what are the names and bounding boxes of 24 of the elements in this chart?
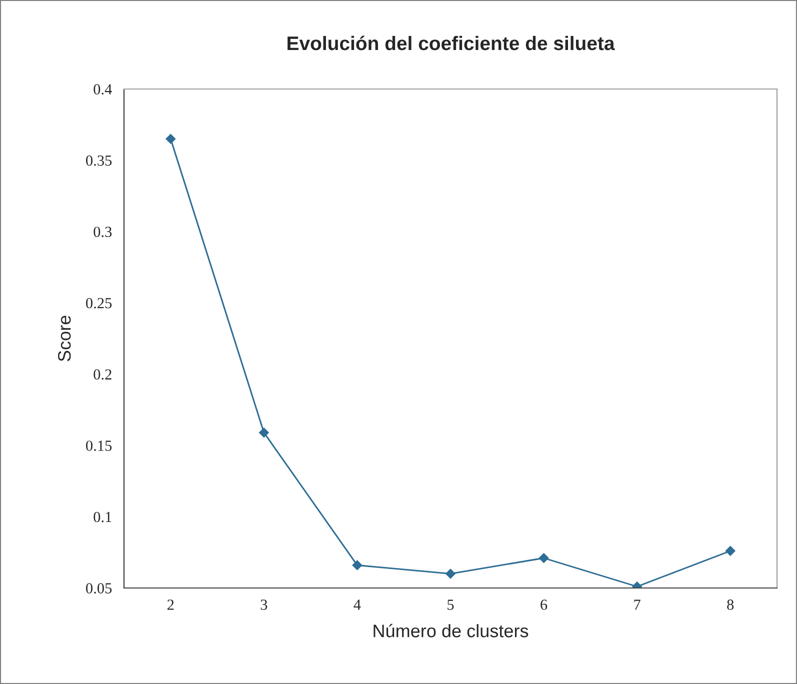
x-tick-label: 3 <box>260 600 268 610</box>
point <box>258 428 269 438</box>
y-tick-label: 0.35 <box>86 155 112 166</box>
x-tick-label: 8 <box>727 600 734 610</box>
point <box>446 568 456 579</box>
x-tick-label: 7 <box>634 600 640 610</box>
y-tick-label: 0.2 <box>94 369 112 380</box>
y-axis-title: Score <box>58 316 71 362</box>
x-tick-label: 2 <box>167 600 174 610</box>
y-tick-label: 0.4 <box>94 84 112 95</box>
point <box>166 134 176 144</box>
x-tick-label: 5 <box>448 600 454 610</box>
chart-title: Evolución del coeficiente de silueta <box>288 36 615 50</box>
y-tick-label: 0.1 <box>94 512 112 522</box>
point <box>538 553 549 563</box>
point <box>725 546 736 556</box>
x-tick-label: 6 <box>540 600 548 610</box>
x-axis-title: Número de clusters <box>374 624 528 638</box>
point <box>352 560 362 570</box>
y-tick-label: 0.25 <box>86 298 112 308</box>
y-tick-label: 0.05 <box>86 583 112 594</box>
y-tick-label: 0.15 <box>86 440 112 451</box>
y-tick-label: 0.3 <box>94 226 112 238</box>
x-tick-label: 4 <box>354 600 361 610</box>
